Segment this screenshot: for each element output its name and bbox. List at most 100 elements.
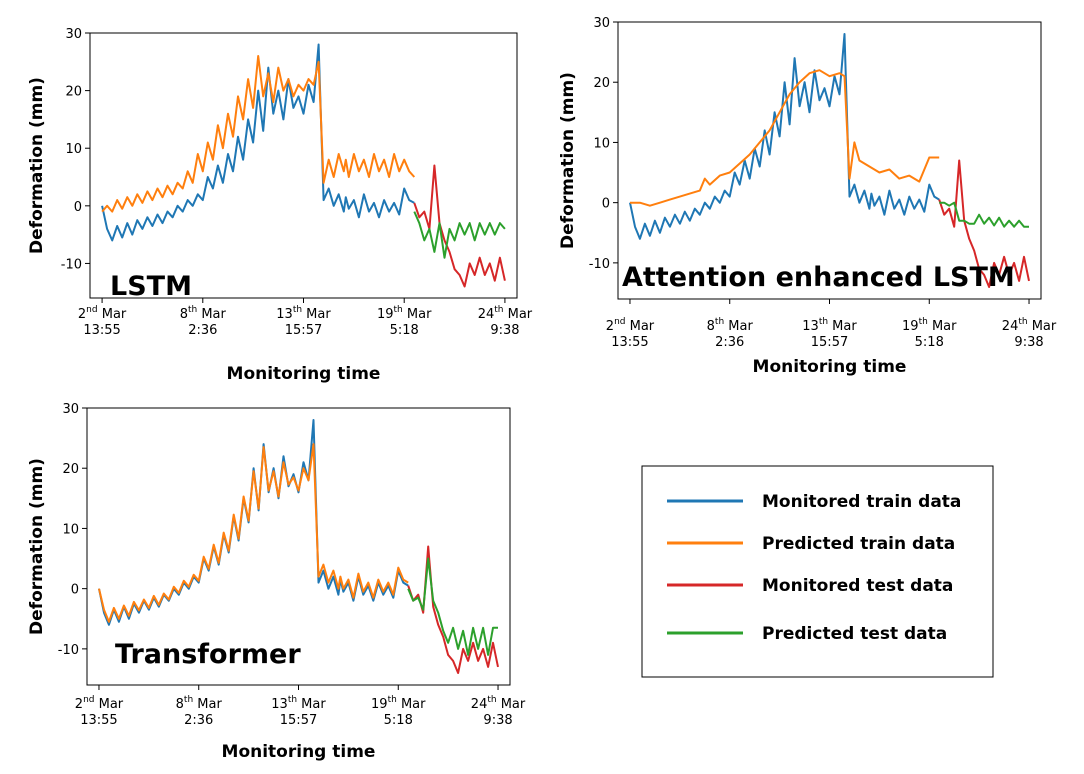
y-tick-label: 20: [65, 85, 82, 100]
y-tick-label: 20: [593, 76, 610, 91]
plot-frame: [617, 21, 1042, 300]
x-tick-day: 24: [478, 307, 495, 322]
x-tick-label-time: 15:57: [285, 323, 322, 338]
x-tick-day: 2: [75, 697, 83, 712]
x-tick-label-time: 9:38: [483, 713, 512, 728]
y-tick-label: 30: [62, 402, 79, 417]
series-line-predicted-train-data: [98, 443, 409, 623]
y-axis-label: Deformation (mm): [558, 72, 578, 249]
y-tick-label: 10: [593, 136, 610, 151]
x-tick-label-time: 2:36: [715, 335, 744, 350]
series-line-monitored-train-data: [98, 419, 409, 626]
y-tick-label: 20: [62, 462, 79, 477]
x-tick-sup: th: [288, 695, 297, 705]
chart-title: Transformer: [115, 639, 301, 670]
x-tick-day: 24: [471, 697, 488, 712]
x-tick-sup: th: [494, 305, 503, 315]
x-tick-label-date: 2nd Mar: [78, 305, 127, 322]
series-line-predicted-test-data: [939, 201, 1029, 228]
x-tick-month: Mar: [94, 697, 123, 712]
x-tick-label-date: 13th Mar: [802, 317, 857, 334]
series-line-predicted-train-data: [101, 55, 416, 213]
x-axis-label: Monitoring time: [222, 742, 376, 762]
x-tick-label-time: 13:55: [80, 713, 117, 728]
y-tick-label: 0: [602, 197, 610, 212]
x-tick-label-date: 19th Mar: [371, 695, 426, 712]
x-tick-label-time: 15:57: [811, 335, 848, 350]
legend-label: Predicted train data: [762, 534, 955, 554]
x-tick-label-date: 19th Mar: [902, 317, 957, 334]
x-tick-label-time: 2:36: [188, 323, 217, 338]
x-tick-label-date: 8th Mar: [707, 317, 754, 334]
x-tick-day: 24: [1002, 319, 1019, 334]
x-tick-label-date: 13th Mar: [271, 695, 326, 712]
y-tick-label: -10: [61, 257, 82, 272]
x-tick-sup: th: [1018, 317, 1027, 327]
legend-label: Monitored test data: [762, 576, 953, 596]
y-tick-label: 0: [71, 583, 79, 598]
x-tick-label-time: 2:36: [184, 713, 213, 728]
y-tick-label: 0: [74, 200, 82, 215]
x-tick-label-time: 9:38: [490, 323, 519, 338]
x-tick-day: 13: [802, 319, 819, 334]
x-tick-month: Mar: [828, 319, 857, 334]
series-line-monitored-train-data: [101, 43, 415, 242]
x-axis-label: Monitoring time: [753, 357, 907, 377]
legend-item: Monitored test data: [667, 576, 953, 596]
x-tick-sup: th: [293, 305, 302, 315]
series-line-monitored-test-data: [407, 545, 499, 674]
x-axis-label: Monitoring time: [227, 364, 381, 384]
y-tick-label: -10: [58, 643, 79, 658]
x-tick-sup: th: [715, 317, 724, 327]
legend-item: Predicted train data: [667, 534, 955, 554]
legend-item: Predicted test data: [667, 624, 947, 644]
x-tick-month: Mar: [302, 307, 331, 322]
x-tick-month: Mar: [503, 307, 532, 322]
x-tick-day: 2: [78, 307, 86, 322]
x-tick-month: Mar: [193, 697, 222, 712]
x-tick-day: 13: [271, 697, 288, 712]
y-tick-label: 30: [593, 16, 610, 31]
x-tick-label-date: 19th Mar: [377, 305, 432, 322]
x-tick-day: 19: [377, 307, 394, 322]
x-tick-label-date: 8th Mar: [180, 305, 227, 322]
x-tick-sup: th: [919, 317, 928, 327]
x-tick-day: 19: [902, 319, 919, 334]
chart-title: Attention enhanced LSTM: [622, 262, 1015, 293]
x-tick-label-time: 13:55: [611, 335, 648, 350]
x-tick-month: Mar: [1028, 319, 1057, 334]
series-line-monitored-train-data: [629, 33, 940, 240]
x-tick-sup: th: [388, 695, 397, 705]
x-tick-label-date: 24th Mar: [1002, 317, 1057, 334]
x-tick-sup: th: [394, 305, 403, 315]
x-tick-day: 19: [371, 697, 388, 712]
x-tick-label-time: 13:55: [83, 323, 120, 338]
x-tick-day: 8: [180, 307, 188, 322]
y-tick-label: 10: [65, 142, 82, 157]
x-tick-sup: nd: [614, 317, 625, 327]
x-tick-sup: th: [487, 695, 496, 705]
x-tick-month: Mar: [197, 307, 226, 322]
x-tick-month: Mar: [297, 697, 326, 712]
x-tick-month: Mar: [497, 697, 526, 712]
x-tick-day: 8: [707, 319, 715, 334]
series-line-predicted-test-data: [407, 557, 498, 656]
legend-label: Predicted test data: [762, 624, 947, 644]
plot-frame: [89, 32, 518, 299]
y-axis-label: Deformation (mm): [27, 77, 47, 254]
legend-item: Monitored train data: [667, 492, 961, 512]
y-tick-label: -10: [589, 257, 610, 272]
x-tick-sup: th: [188, 305, 197, 315]
y-tick-label: 10: [62, 522, 79, 537]
y-axis-label: Deformation (mm): [27, 458, 47, 635]
x-tick-sup: nd: [83, 695, 94, 705]
x-tick-label-date: 2nd Mar: [606, 317, 655, 334]
x-tick-label-date: 24th Mar: [471, 695, 526, 712]
x-tick-day: 2: [606, 319, 614, 334]
x-tick-sup: th: [184, 695, 193, 705]
x-tick-month: Mar: [98, 307, 127, 322]
y-tick-label: 30: [65, 27, 82, 42]
